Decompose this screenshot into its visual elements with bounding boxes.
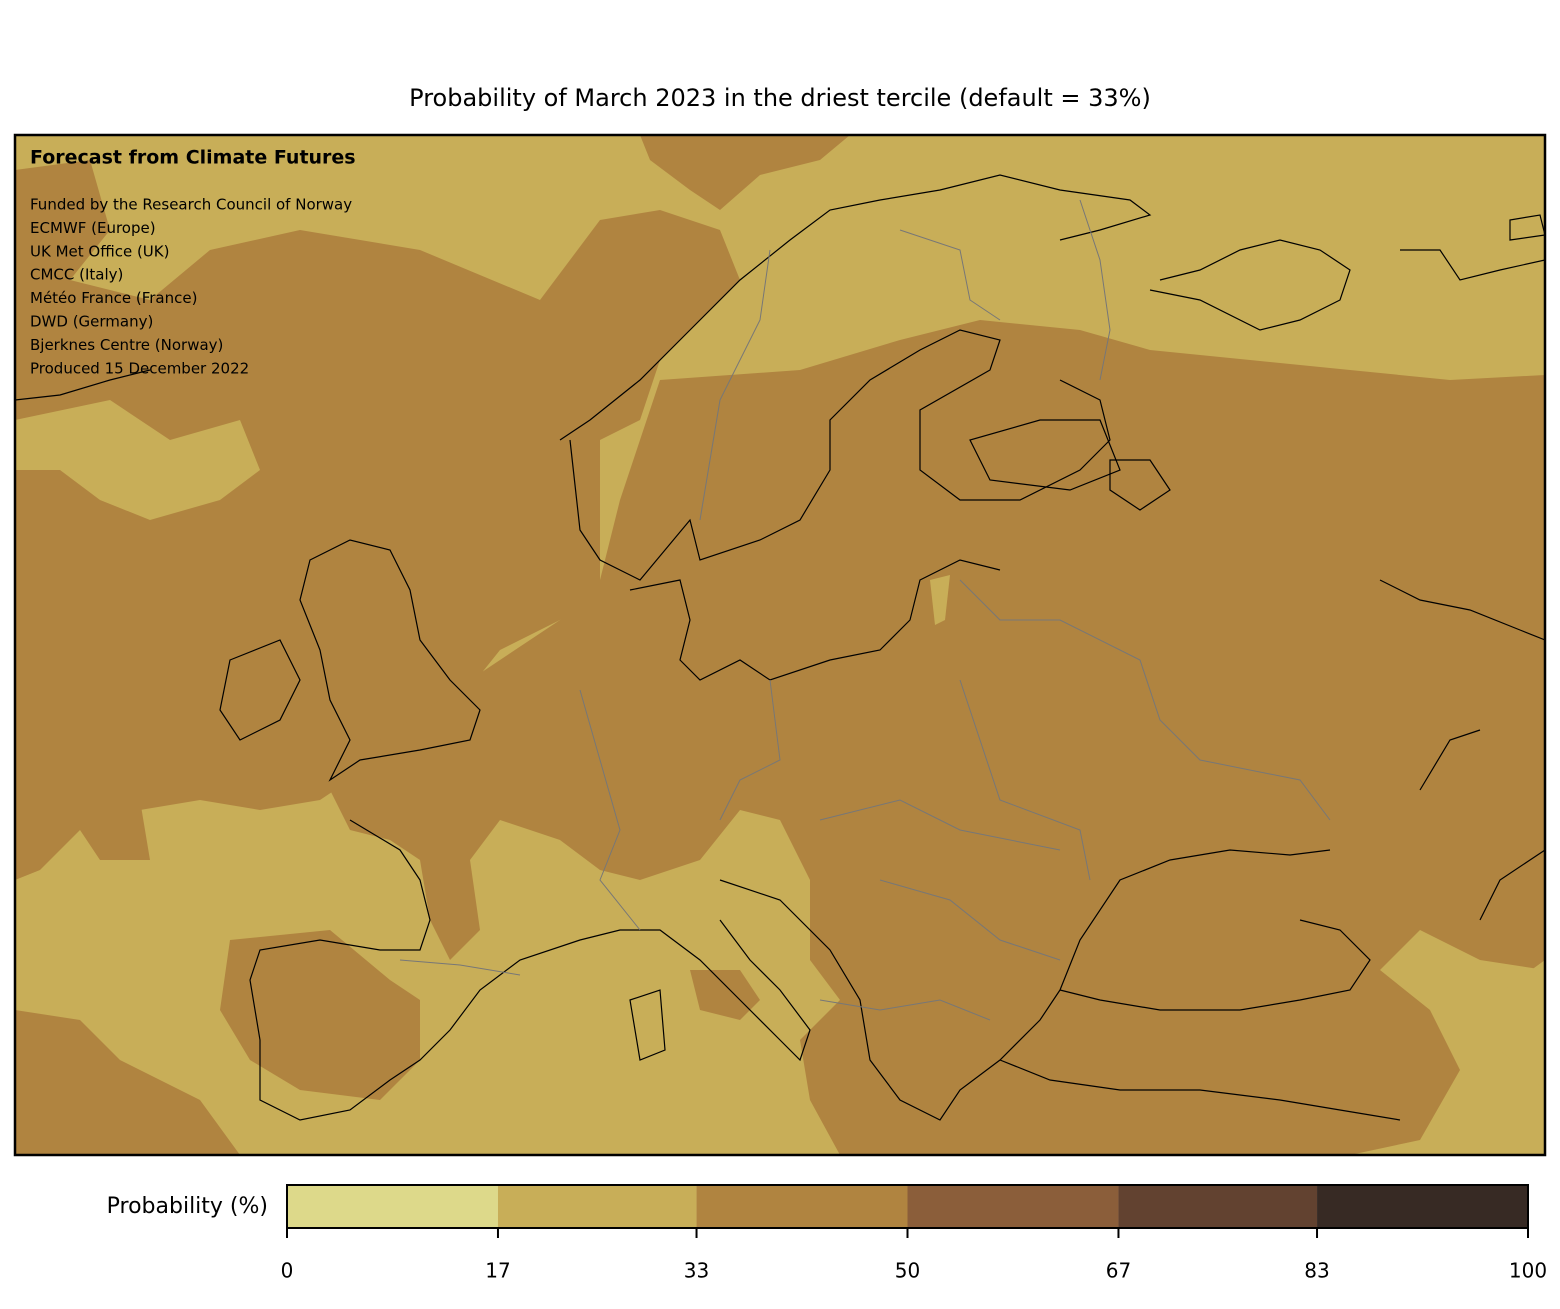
colorbar-segment: [907, 1185, 1119, 1228]
colorbar-tick-label: 50: [895, 1259, 920, 1283]
colorbar-segment: [1118, 1185, 1318, 1228]
map-frame: [13, 133, 1547, 1157]
credits: Funded by the Research Council of Norway…: [30, 196, 352, 378]
credit-line: Funded by the Research Council of Norway: [30, 196, 352, 214]
colorbar: Probability (%) 0 17 33 50 67 83 100: [107, 1184, 1547, 1283]
colorbar-tick-label: 0: [281, 1259, 294, 1283]
colorbar-tick-label: 83: [1304, 1259, 1329, 1283]
colorbar-segment: [1317, 1185, 1528, 1228]
credit-line: DWD (Germany): [30, 313, 153, 331]
credit-line: Bjerknes Centre (Norway): [30, 336, 223, 354]
credit-line: Météo France (France): [30, 289, 197, 307]
colorbar-segment: [497, 1185, 697, 1228]
coastlines: [15, 174, 1545, 1121]
map-title: Probability of March 2023 in the driest …: [409, 84, 1151, 112]
colorbar-tick-label: 100: [1509, 1259, 1547, 1283]
colorbar-tick-label: 67: [1106, 1259, 1131, 1283]
borders: [399, 199, 1331, 1021]
credit-line: UK Met Office (UK): [30, 242, 169, 260]
colorbar-segment: [287, 1185, 498, 1228]
colorbar-segment: [696, 1185, 908, 1228]
colorbar-tick-label: 33: [684, 1259, 709, 1283]
credit-line: Produced 15 December 2022: [30, 359, 249, 377]
dry-regions: [15, 135, 1545, 1155]
map-heading: Forecast from Climate Futures: [30, 147, 356, 169]
colorbar-tick-label: 17: [485, 1259, 510, 1283]
colorbar-label: Probability (%): [107, 1194, 268, 1219]
credit-line: CMCC (Italy): [30, 266, 123, 284]
credit-line: ECMWF (Europe): [30, 219, 156, 237]
map: Forecast from Climate Futures Funded by …: [13, 133, 1547, 1157]
